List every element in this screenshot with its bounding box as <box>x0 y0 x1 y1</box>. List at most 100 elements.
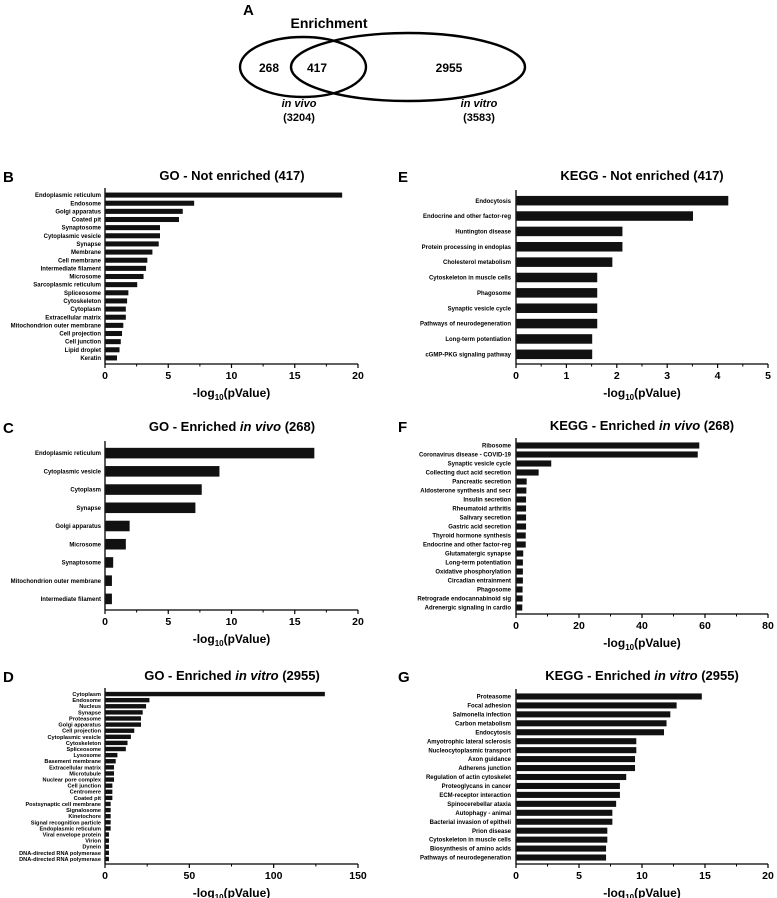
bar <box>105 801 111 807</box>
category-label: Synaptic vesicle cycle <box>448 462 512 468</box>
category-label: Synapse <box>78 710 101 716</box>
bar <box>105 820 111 825</box>
x-axis-label-subscript: 10 <box>215 639 224 648</box>
category-label: cGMP-PKG signaling pathway <box>425 352 511 358</box>
category-label: Spinocerebellar ataxia <box>447 802 511 808</box>
category-label: Thyroid hormone synthesis <box>432 534 511 540</box>
category-label: Pathways of neurodegeneration <box>420 856 511 862</box>
bar <box>105 208 183 214</box>
category-label: Nucleocytoplasmic transport <box>428 748 511 754</box>
x-axis-label-subscript: 10 <box>625 643 634 652</box>
chart-title-count: (2955) <box>279 668 320 683</box>
chart-title-text: KEGG - Not enriched (417) <box>560 168 723 183</box>
chart-title-text: GO - Enriched <box>144 668 235 683</box>
category-label: Retrograde endocannabinoid sig <box>417 597 511 603</box>
category-label: Insulin secretion <box>463 498 511 504</box>
bar <box>516 586 523 593</box>
x-axis-label-subscript: 10 <box>215 893 224 898</box>
bar <box>516 496 527 503</box>
x-axis-label-subscript: 10 <box>625 393 634 402</box>
x-axis-label-text: -log <box>193 386 215 400</box>
category-label: Membrane <box>71 250 102 256</box>
bar <box>516 487 527 494</box>
category-label: Golgi apparatus <box>58 723 101 729</box>
category-label: Axon guidance <box>468 757 512 763</box>
bar <box>105 722 142 727</box>
category-label: Mitochondrion outer membrane <box>11 579 102 585</box>
category-label: Long-term potentiation <box>445 337 511 343</box>
category-label: Cytoskeleton in muscle cells <box>429 276 512 282</box>
bar <box>105 746 126 752</box>
category-label: Huntington disease <box>455 230 511 236</box>
x-axis-label-text: -log <box>193 632 215 646</box>
x-axis-label-unit: (pValue) <box>224 386 271 400</box>
category-label: Proteasome <box>69 716 101 722</box>
category-label: Long-term potentiation <box>445 561 511 567</box>
bar <box>516 782 620 789</box>
bar <box>516 242 623 252</box>
venn-overlap-count: 417 <box>307 61 327 75</box>
chart-title: GO - Not enriched (417) <box>159 168 304 183</box>
venn-in-vitro-total: (3583) <box>463 112 495 124</box>
category-label: ECM-receptor interaction <box>439 793 511 799</box>
category-label: Cell projection <box>59 332 101 338</box>
category-label: Lysosome <box>74 753 101 759</box>
bar <box>516 523 527 530</box>
category-label: Synaptosome <box>62 226 102 232</box>
category-label: Cytoplasmic vesicle <box>44 469 102 475</box>
bar <box>105 783 113 788</box>
category-label: Oxidative phosphorylation <box>435 570 511 576</box>
bar <box>105 691 325 697</box>
bar <box>105 832 109 837</box>
x-axis-label: -log10(pValue) <box>193 886 271 898</box>
x-tick-label: 0 <box>102 870 108 882</box>
bar <box>516 550 524 557</box>
x-axis-label-unit: (pValue) <box>634 886 681 898</box>
venn-title: Enrichment <box>290 15 367 31</box>
x-axis-label-unit: (pValue) <box>224 632 271 646</box>
bar <box>516 505 527 512</box>
chart-title: GO - Enriched in vivo (268) <box>149 419 315 434</box>
bar <box>105 575 112 586</box>
bar <box>516 693 702 700</box>
bar <box>105 771 115 776</box>
panel-label: D <box>3 669 14 686</box>
bar <box>105 557 114 568</box>
x-tick-label: 15 <box>699 870 711 882</box>
category-label: Synapse <box>76 506 101 512</box>
venn-circle-in-vitro <box>289 31 527 103</box>
x-axis-label-text: -log <box>603 886 625 898</box>
bar <box>516 577 523 584</box>
x-tick-label: 5 <box>576 870 582 882</box>
bar <box>516 334 593 344</box>
x-axis-label-text: -log <box>193 886 215 898</box>
bar <box>105 502 196 514</box>
bar <box>516 729 665 736</box>
category-label: Coated pit <box>72 218 101 224</box>
bar <box>516 604 523 611</box>
category-label: Cytoplasm <box>70 307 101 313</box>
bar <box>516 541 526 548</box>
bar <box>516 702 677 709</box>
venn-circle-in-vivo <box>238 35 368 99</box>
bar <box>516 595 523 602</box>
x-tick-label: 10 <box>226 370 238 382</box>
bar <box>516 451 698 458</box>
category-label: Golgi apparatus <box>55 524 101 530</box>
category-label: Cell junction <box>67 784 101 790</box>
bar <box>105 838 109 843</box>
category-label: Phagosome <box>477 291 512 297</box>
x-axis-label: -log10(pValue) <box>603 386 681 402</box>
bar <box>105 844 109 849</box>
x-axis-label-text: -log <box>603 386 625 400</box>
category-label: Cytoskeleton in muscle cells <box>429 838 512 844</box>
bar <box>516 559 523 566</box>
category-label: Endoplasmic reticulum <box>39 826 101 832</box>
category-label: Endocrine and other factor-reg <box>423 214 511 220</box>
venn-in-vivo-only-count: 268 <box>259 61 279 75</box>
bar <box>105 282 138 288</box>
category-label: Endosome <box>72 698 101 704</box>
bar <box>105 484 202 495</box>
bar <box>516 854 607 861</box>
